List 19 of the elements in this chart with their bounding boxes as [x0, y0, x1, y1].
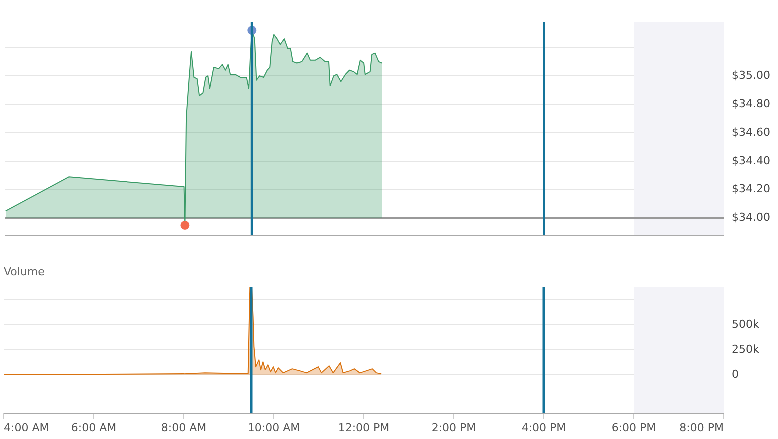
- x-tick-label: 12:00 PM: [338, 421, 390, 434]
- y-tick-label: 250k: [732, 342, 760, 356]
- y-tick-label: $34.60: [732, 126, 770, 139]
- x-tick-label: 8:00 AM: [161, 421, 207, 434]
- chart-title: Volume: [4, 265, 46, 278]
- y-tick-label: $34.20: [732, 182, 770, 196]
- x-tick-label: 10:00 AM: [248, 421, 300, 434]
- x-tick-label: 8:00 PM: [680, 421, 724, 434]
- y-tick-label: 0: [732, 368, 739, 381]
- x-tick-label: 2:00 PM: [432, 421, 476, 434]
- y-tick-label: $34.40: [732, 154, 770, 168]
- x-tick-label: 6:00 AM: [71, 421, 117, 434]
- x-tick-label: 4:00 AM: [4, 421, 50, 434]
- x-tick-label: 4:00 PM: [522, 421, 566, 434]
- x-tick-label: 6:00 PM: [612, 421, 656, 434]
- y-tick-label: $35.00: [732, 68, 770, 82]
- y-tick-label: $34.00: [732, 211, 770, 224]
- y-tick-label: $34.80: [732, 97, 770, 110]
- y-tick-label: 500k: [732, 318, 760, 331]
